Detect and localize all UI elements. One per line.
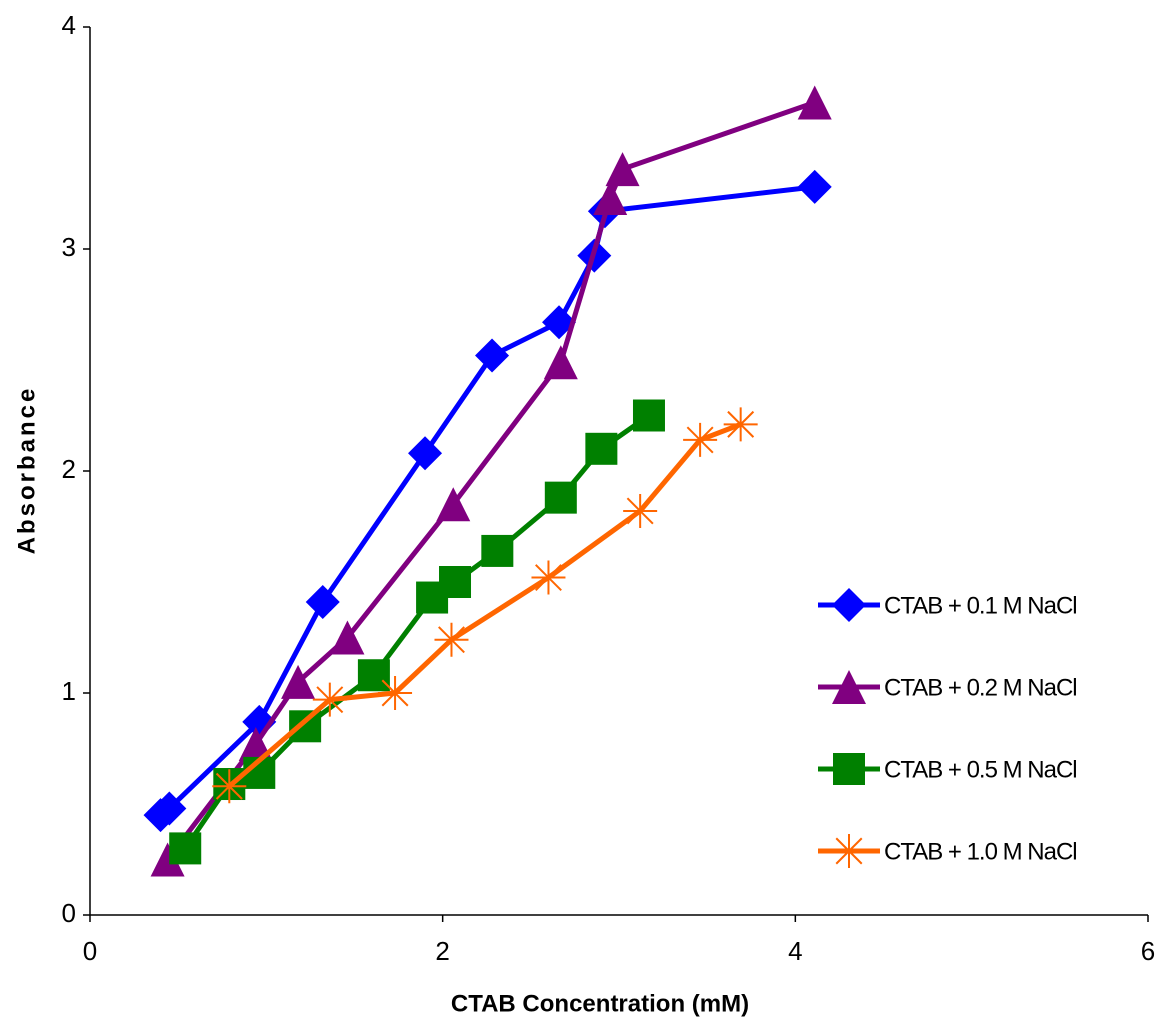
legend-label: CTAB + 0.1 M NaCl — [884, 592, 1077, 619]
data-point — [531, 560, 566, 595]
data-point — [436, 487, 471, 522]
x-tick-label: 2 — [435, 936, 449, 966]
data-point — [623, 493, 658, 528]
y-tick-label: 3 — [62, 232, 76, 262]
data-point — [585, 432, 618, 465]
legend-label: CTAB + 1.0 M NaCl — [884, 838, 1077, 865]
x-tick-label: 4 — [788, 936, 802, 966]
x-axis-label: CTAB Concentration (mM) — [451, 990, 749, 1017]
y-tick-label: 2 — [62, 454, 76, 484]
data-point — [169, 832, 202, 865]
data-point — [439, 566, 472, 598]
data-point — [481, 534, 514, 567]
data-point — [238, 727, 273, 762]
legend-marker — [833, 753, 865, 785]
y-axis-label: Absorbance — [13, 386, 40, 555]
data-point — [605, 152, 640, 187]
data-point — [150, 842, 185, 877]
legend-marker — [832, 670, 866, 704]
data-point — [723, 407, 758, 442]
data-point — [593, 180, 628, 215]
data-point — [408, 436, 443, 471]
y-tick-label: 4 — [62, 10, 76, 40]
data-point — [542, 305, 577, 340]
data-point — [212, 769, 247, 804]
data-point — [797, 85, 832, 120]
y-tick-label: 0 — [62, 898, 76, 928]
data-point — [312, 682, 347, 717]
data-point — [434, 622, 469, 657]
legend-label: CTAB + 0.2 M NaCl — [884, 674, 1077, 701]
data-point — [305, 584, 340, 619]
data-point — [683, 422, 718, 457]
data-point — [281, 664, 316, 699]
data-point — [632, 399, 665, 432]
data-point — [378, 676, 413, 710]
x-tick-label: 6 — [1141, 936, 1155, 966]
legend-label: CTAB + 0.5 M NaCl — [884, 756, 1077, 783]
data-point — [797, 169, 832, 204]
legend-marker — [832, 834, 866, 868]
series-line — [227, 422, 742, 789]
x-tick-label: 0 — [83, 936, 97, 966]
data-point — [330, 620, 365, 655]
data-point — [544, 481, 577, 514]
data-point — [543, 345, 578, 380]
legend-marker — [832, 588, 866, 622]
y-tick-label: 1 — [62, 676, 76, 706]
data-point — [152, 791, 187, 826]
data-point — [357, 659, 390, 692]
data-point — [475, 338, 510, 373]
data-point — [289, 710, 322, 743]
